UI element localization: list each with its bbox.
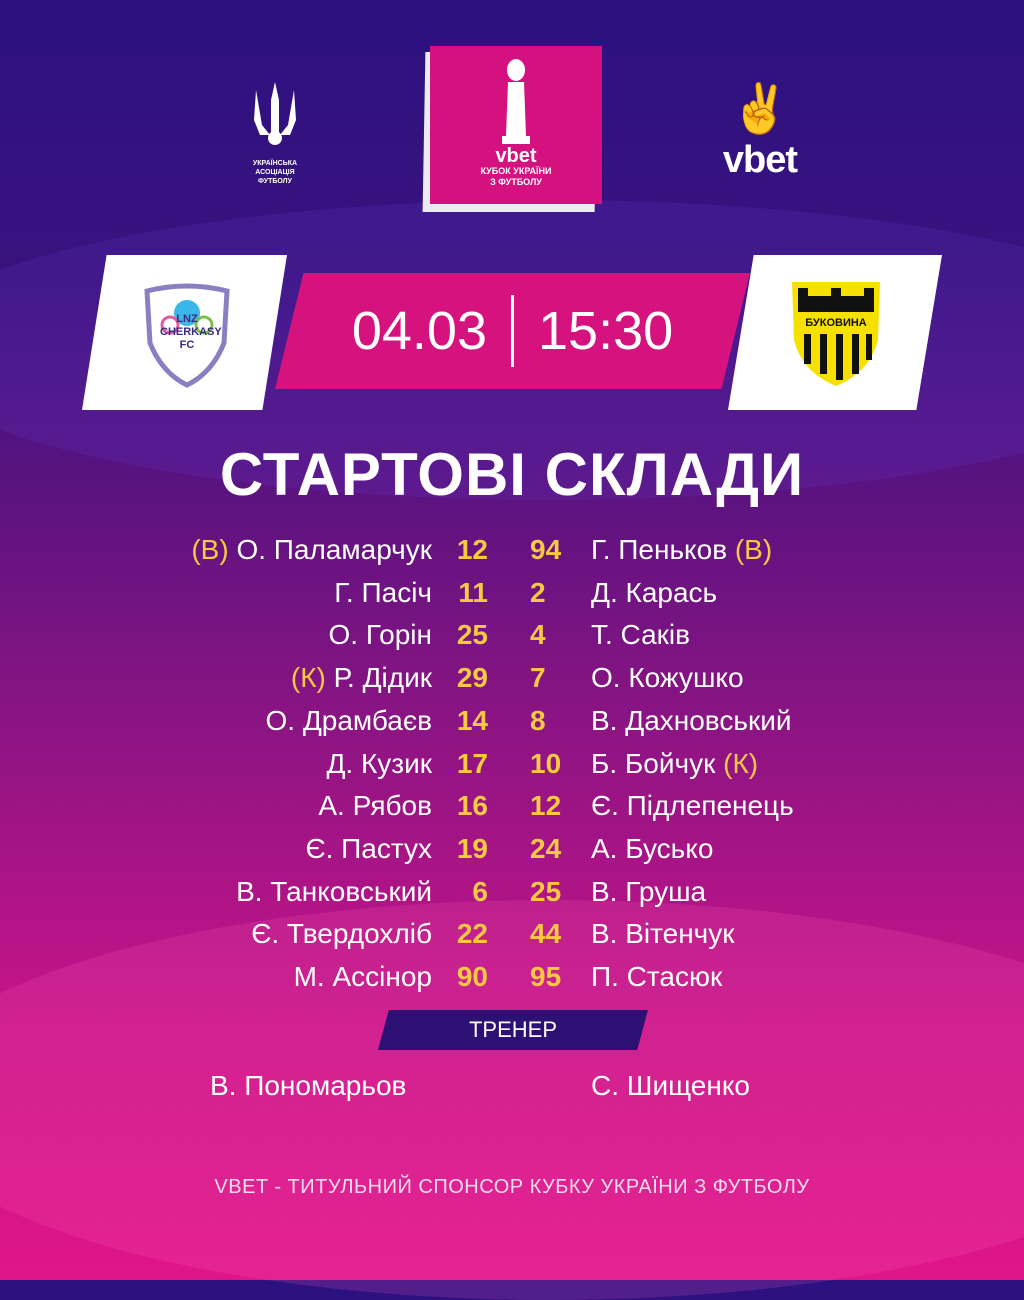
home-player-name: Є. Твердохліб	[251, 914, 432, 954]
player-name: Є. Твердохліб	[251, 918, 432, 950]
away-player-number: 24	[530, 832, 562, 864]
home-player-number: 90	[456, 961, 488, 992]
uaf-logo: УКРАЇНСЬКА АСОЦІАЦІЯ ФУТБОЛУ	[240, 80, 310, 186]
player-name: В. Вітенчук	[591, 918, 735, 950]
home-player-number: 25	[456, 619, 488, 651]
away-player-number: 7	[530, 662, 546, 694]
player-name: Т. Саків	[591, 619, 691, 651]
player-role-tag: (В)	[734, 534, 773, 565]
away-player-number: 94	[530, 534, 562, 565]
away-coach: С. Шищенко	[591, 1070, 750, 1101]
away-player-name: А. Бусько	[591, 829, 713, 869]
away-player-number: 25	[530, 875, 562, 907]
player-name: Г. Пеньков	[591, 534, 728, 565]
vbet-logo-text: vbet	[722, 139, 798, 181]
home-player-name: М. Ассінор	[294, 957, 432, 997]
divider	[511, 295, 514, 367]
federation-logo-text: УКРАЇНСЬКА АСОЦІАЦІЯ ФУТБОЛУ	[252, 160, 298, 185]
player-name: Є. Підлепенець	[591, 790, 794, 822]
away-player-name: В. Груша	[591, 872, 706, 912]
player-name: Д. Карась	[591, 576, 718, 608]
home-player-number: 29	[456, 662, 488, 694]
home-player-name: Є. Пастух	[305, 829, 432, 869]
away-crest-text: БУКОВИНА	[805, 317, 867, 329]
player-role-tag: (К)	[723, 747, 759, 779]
home-player-name: А. Рябов	[318, 786, 432, 826]
away-player-number: 12	[530, 790, 562, 822]
coach-label: ТРЕНЕР	[378, 1010, 648, 1050]
player-role-tag: (К)	[290, 662, 326, 694]
player-name: О. Паламарчук	[236, 534, 432, 565]
home-coach: В. Пономарьов	[210, 1070, 407, 1101]
away-player-name: Т. Саків	[591, 615, 690, 655]
home-player-number: 6	[472, 875, 488, 907]
background-wave	[0, 900, 1024, 1300]
player-name: А. Бусько	[591, 832, 714, 864]
away-player-name: П. Стасюк	[591, 957, 722, 997]
player-name: О. Драмбаєв	[265, 704, 432, 736]
home-player-number: 19	[456, 832, 488, 864]
home-player-number: 11	[458, 576, 488, 608]
away-player-number: 8	[530, 704, 546, 736]
away-player-name: О. Кожушко	[591, 658, 744, 698]
home-player-number: 12	[456, 534, 488, 565]
home-player-name: О. Драмбаєв	[265, 701, 432, 741]
trident-icon	[254, 82, 296, 145]
cup-logo-line2: З ФУТБОЛУ	[490, 177, 542, 187]
home-team-card: LNZ CHERKASY FC	[82, 255, 287, 410]
away-player-number: 10	[530, 747, 562, 779]
page-title: СТАРТОВІ СКЛАДИ	[219, 441, 805, 508]
away-player-name: В. Вітенчук	[591, 914, 735, 954]
cup-logo-line1: КУБОК УКРАЇНИ	[480, 166, 552, 176]
player-name: А. Рябов	[318, 790, 432, 822]
away-player-name: Б. Бойчук (К)	[591, 744, 758, 784]
player-name: О. Кожушко	[591, 662, 744, 694]
away-player-name: Є. Підлепенець	[591, 786, 794, 826]
player-name: О. Горін	[328, 619, 432, 651]
player-name: В. Дахновський	[591, 704, 792, 736]
away-player-number: 4	[530, 619, 546, 651]
home-player-name: Д. Кузик	[326, 744, 432, 784]
victory-hand-icon: ✌	[730, 83, 790, 136]
away-player-number: 44	[530, 918, 562, 950]
away-team-card: БУКОВИНА	[728, 255, 942, 410]
home-player-name: Г. Пасіч	[334, 573, 432, 613]
player-name: В. Груша	[591, 875, 707, 907]
match-datetime-banner: 04.03 15:30	[275, 273, 750, 389]
away-player-name: В. Дахновський	[591, 701, 791, 741]
home-player-name: О. Горін	[329, 615, 432, 655]
away-player-name: Д. Карась	[591, 573, 717, 613]
player-name: Д. Кузик	[326, 747, 432, 779]
home-player-name: (К) Р. Дідик	[291, 658, 432, 698]
match-time: 15:30	[538, 301, 674, 361]
cup-logo-brand: vbet	[495, 145, 537, 167]
home-player-name: (В) О. Паламарчук	[191, 530, 432, 570]
player-name: П. Стасюк	[591, 961, 723, 992]
trophy-icon	[502, 59, 530, 144]
player-role-tag: (В)	[191, 534, 229, 565]
away-player-number: 95	[530, 961, 562, 992]
bukovyna-crest-icon: БУКОВИНА	[792, 282, 880, 386]
home-player-number: 22	[456, 918, 488, 950]
match-date: 04.03	[351, 301, 487, 361]
away-player-number: 2	[530, 576, 546, 608]
cup-logo: vbet КУБОК УКРАЇНИ З ФУТБОЛУ	[430, 46, 602, 204]
home-player-number: 17	[456, 747, 488, 779]
lnz-crest-icon	[144, 283, 230, 388]
player-name: В. Танковський	[236, 875, 432, 907]
home-player-number: 14	[456, 704, 488, 736]
player-name: Г. Пасіч	[334, 576, 432, 608]
away-player-name: Г. Пеньков (В)	[591, 530, 772, 570]
home-player-name: В. Танковський	[236, 872, 432, 912]
vbet-logo: ✌ vbet	[710, 80, 810, 180]
player-name: М. Ассінор	[293, 961, 432, 992]
footer-sponsor-text: VBET - ТИТУЛЬНИЙ СПОНСОР КУБКУ УКРАЇНИ З…	[214, 1176, 810, 1198]
player-name: Р. Дідик	[333, 662, 432, 694]
player-name: Є. Пастух	[305, 832, 432, 864]
home-crest-text: LNZ CHERKASY FC	[160, 313, 222, 351]
home-player-number: 16	[456, 790, 488, 822]
player-name: Б. Бойчук	[591, 747, 716, 779]
